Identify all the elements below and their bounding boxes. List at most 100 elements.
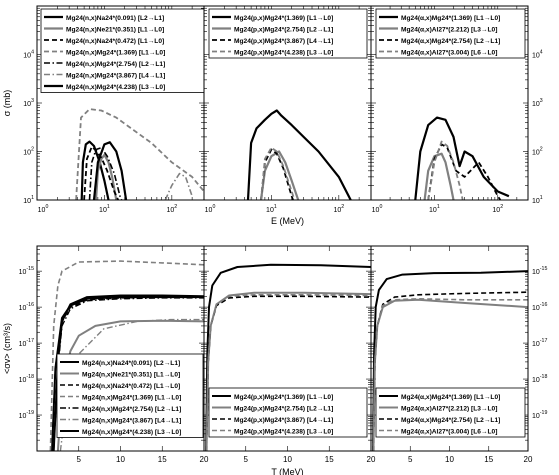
y-tick-label: 102 xyxy=(23,147,34,157)
legend-box xyxy=(208,8,368,59)
legend: Mg24(α,x)Mg24*(1.369) [L1→L0] Mg24(α,x)Al… xyxy=(375,387,526,438)
series-group xyxy=(205,263,371,451)
series-line-4 xyxy=(75,108,204,200)
legend-entry-6: Mg24(n,x)Mg24*(3.867) [L4→L1] xyxy=(82,418,181,425)
legend: Mg24(α,x)Mg24*(1.369) [L1→L0] Mg24(α,x)Al… xyxy=(375,8,526,59)
chart-panel-2: 100 101 102 E (MeV) Mg24(p,x)Mg24*(1.369) [L… xyxy=(203,5,372,226)
y-axis-label: σ (mb) xyxy=(2,90,12,117)
x-tick-label: 100 xyxy=(372,204,383,214)
legend: Mg24(n,x)Na24*(0.091) [L2→L1] Mg24(n,x)Ne… xyxy=(40,8,205,93)
x-axis-label: E (MeV) xyxy=(271,216,304,226)
legend-entry-4: Mg24(α,x)Al27*(3.004) [L6→L0] xyxy=(401,429,497,436)
legend-entry-1: Mg24(p,x)Mg24*(1.369) [L1→L0] xyxy=(234,15,333,22)
y-tick-label: 10-16 xyxy=(532,302,547,312)
x-tick-label: 20 xyxy=(367,455,376,464)
x-tick-label: 102 xyxy=(492,204,503,214)
legend-entry-3: Mg24(n,x)Na24*(0.472) [L1→L0] xyxy=(82,383,180,390)
legend-entry-2: Mg24(p,x)Mg24*(2.754) [L2→L1] xyxy=(234,27,333,34)
series-line-6 xyxy=(164,172,193,200)
legend-entry-5: Mg24(n,x)Mg24*(2.754) [L2→L1] xyxy=(66,61,165,68)
legend-entry-4: Mg24(p,x)Mg24*(4.238) [L3→L0] xyxy=(234,50,333,57)
chart-panel-5: 5 10 15 20 T (MeV) Mg24(p,x)Mg24*(1.369) [L1→… xyxy=(203,245,376,475)
legend-box xyxy=(375,387,526,438)
legend-entry-2: Mg24(α,x)Al27*(2.212) [L3→L0] xyxy=(401,27,497,34)
y-tick-label: 102 xyxy=(532,147,543,157)
y-tick-label: 10-15 xyxy=(19,266,34,276)
y-tick-label: 101 xyxy=(532,195,543,205)
legend-entry-1: Mg24(p,x)Mg24*(1.369) [L1→L0] xyxy=(234,394,333,401)
series-line-2 xyxy=(372,298,528,451)
legend-entry-3: Mg24(p,x)Mg24*(3.867) [L4→L1] xyxy=(234,38,333,45)
legend: Mg24(n,x)Na24*(0.091) [L2→L1] Mg24(n,x)Ne… xyxy=(56,353,204,438)
x-tick-label: 20 xyxy=(200,455,209,464)
x-tick-label: 5 xyxy=(244,455,249,464)
y-tick-label: 10-15 xyxy=(532,266,547,276)
x-tick-label: 10 xyxy=(283,455,292,464)
series-group xyxy=(414,116,510,200)
legend-box xyxy=(56,353,204,438)
series-line-2 xyxy=(259,150,300,200)
series-group xyxy=(75,108,204,200)
axis-ticks: 100 101 102 101 102 103 104 xyxy=(370,5,543,214)
x-tick-label: 102 xyxy=(333,204,344,214)
series-line-2 xyxy=(423,152,455,200)
y-tick-label: 10-17 xyxy=(19,338,34,348)
series-line-4 xyxy=(372,298,528,451)
x-tick-label: 15 xyxy=(484,455,493,464)
chart-panel-4: 5 10 15 20 10-19 10-18 10-17 10-16 10-15 <σv> (cm… xyxy=(2,245,209,464)
series-line-1 xyxy=(80,140,110,200)
y-axis-label: <σv> (cm³/s) xyxy=(2,323,12,374)
legend-entry-2: Mg24(p,x)Mg24*(2.754) [L2→L1] xyxy=(234,406,333,413)
x-tick-label: 101 xyxy=(429,204,440,214)
series-line-1 xyxy=(372,270,528,451)
series-line-4 xyxy=(49,260,204,451)
x-tick-label: 100 xyxy=(205,204,216,214)
panel-frame xyxy=(370,245,529,452)
legend-entry-6: Mg24(n,x)Mg24*(3.867) [L4→L1] xyxy=(66,73,165,80)
y-tick-label: 10-19 xyxy=(532,410,547,420)
chart-panel-1: 100 101 102 101 102 103 104 σ (mb) Mg24(n,x)Na24… xyxy=(2,5,205,214)
panel-frame xyxy=(370,5,529,201)
y-tick-label: 103 xyxy=(23,98,34,108)
series-group xyxy=(246,109,352,200)
legend-entry-2: Mg24(n,x)Ne21*(0.351) [L1→L0] xyxy=(66,27,164,34)
y-tick-label: 104 xyxy=(23,50,34,60)
legend-entry-2: Mg24(n,x)Ne21*(0.351) [L1→L0] xyxy=(82,372,180,379)
legend-entry-1: Mg24(n,x)Na24*(0.091) [L2→L1] xyxy=(82,360,180,367)
x-tick-label: 5 xyxy=(77,455,82,464)
series-line-3 xyxy=(83,145,120,200)
x-tick-label: 5 xyxy=(408,455,413,464)
x-tick-label: 100 xyxy=(38,204,49,214)
legend-entry-4: Mg24(p,x)Mg24*(4.238) [L3→L0] xyxy=(234,429,333,436)
series-line-1 xyxy=(246,109,352,200)
chart-panel-3: 100 101 102 101 102 103 104 Mg24(α,x)Mg24*(1.36… xyxy=(370,5,543,214)
y-tick-label: 10-18 xyxy=(19,374,34,384)
y-tick-label: 10-19 xyxy=(19,410,34,420)
legend-entry-3: Mg24(α,x)Mg24*(2.754) [L2→L1] xyxy=(401,417,500,424)
axis-ticks: 5 10 15 20 xyxy=(204,246,376,464)
series-line-4 xyxy=(205,294,371,451)
x-tick-label: 10 xyxy=(445,455,454,464)
legend-entry-1: Mg24(α,x)Mg24*(1.369) [L1→L0] xyxy=(401,394,500,401)
y-tick-label: 104 xyxy=(532,50,543,60)
x-tick-label: 101 xyxy=(266,204,277,214)
series-line-3 xyxy=(205,295,371,451)
legend-entry-3: Mg24(p,x)Mg24*(3.867) [L4→L1] xyxy=(234,417,333,424)
series-group xyxy=(372,270,528,451)
legend-entry-2: Mg24(α,x)Al27*(2.212) [L3→L0] xyxy=(401,406,497,413)
y-tick-label: 10-17 xyxy=(532,338,547,348)
legend-box xyxy=(208,387,368,438)
legend-entry-4: Mg24(α,x)Al27*(3.004) [L6→L0] xyxy=(401,50,497,57)
x-axis-label: T (MeV) xyxy=(271,467,303,475)
series-line-4 xyxy=(427,140,464,200)
y-tick-label: 10-18 xyxy=(532,374,547,384)
series-line-3 xyxy=(51,296,204,451)
legend-entry-1: Mg24(α,x)Mg24*(1.369) [L1→L0] xyxy=(401,15,500,22)
y-tick-label: 101 xyxy=(23,195,34,205)
legend-box xyxy=(375,8,526,59)
y-tick-label: 10-16 xyxy=(19,302,34,312)
legend-entry-7: Mg24(n,x)Mg24*(4.238) [L3→L0] xyxy=(66,84,165,91)
x-tick-label: 10 xyxy=(116,455,125,464)
legend: Mg24(p,x)Mg24*(1.369) [L1→L0] Mg24(p,x)Mg… xyxy=(208,387,368,438)
